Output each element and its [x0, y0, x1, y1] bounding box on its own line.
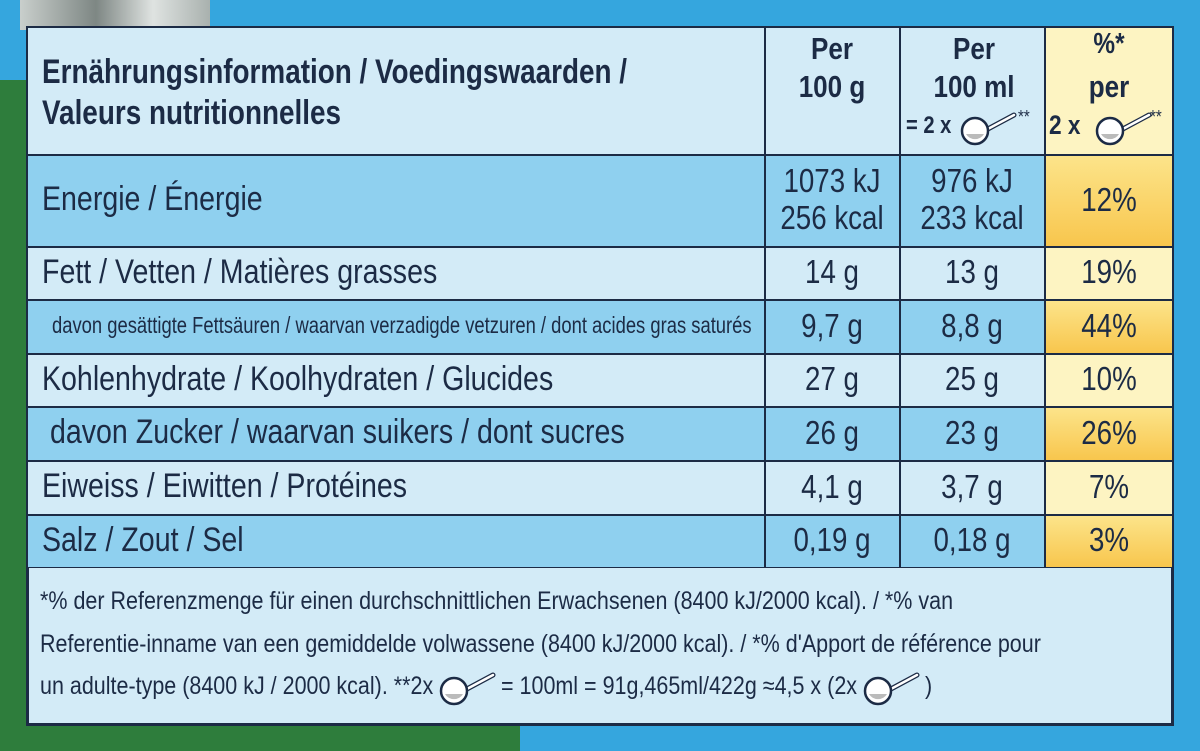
- value: 9,7 g: [801, 306, 863, 344]
- value: 976 kJ: [931, 162, 1013, 200]
- footnote-text: un adulte-type (8400 kJ / 2000 kcal). **…: [40, 672, 434, 701]
- background-photo: [20, 0, 210, 30]
- header-title: Valeurs nutritionnelles: [42, 94, 342, 133]
- table-cell: [765, 300, 900, 354]
- scoop-icon: [960, 112, 1017, 146]
- percent-value: 12%: [1081, 180, 1137, 218]
- table-cell: [27, 247, 765, 300]
- row-label: davon gesättigte Fettsäuren / waarvan ve…: [52, 312, 752, 339]
- table-cell: [27, 354, 765, 407]
- column-header: 2 x: [1049, 110, 1081, 141]
- row-label: Energie / Énergie: [42, 180, 263, 219]
- value: 4,1 g: [801, 467, 863, 505]
- table-cell: [765, 354, 900, 407]
- table-cell: [900, 515, 1045, 568]
- table-cell: [27, 461, 765, 515]
- column-header: 100 g: [798, 68, 866, 104]
- table-cell: [765, 461, 900, 515]
- value: 0,18 g: [933, 521, 1011, 559]
- value: 27 g: [805, 360, 859, 398]
- column-header: 100 ml: [933, 68, 1015, 104]
- table-cell: [27, 155, 765, 247]
- table-cell: [27, 27, 765, 155]
- footnote-text: = 100ml = 91g,465ml/422g ≈4,5 x (2x: [501, 672, 858, 701]
- table-cell: [1045, 155, 1173, 247]
- percent-value: 44%: [1081, 306, 1137, 344]
- column-header: %*: [1093, 28, 1125, 61]
- value: 256 kcal: [780, 199, 884, 237]
- row-label: davon Zucker / waarvan suikers / dont su…: [50, 413, 625, 452]
- column-header: = 2 x: [906, 111, 952, 139]
- table-cell: [27, 300, 765, 354]
- table-cell: [900, 407, 1045, 461]
- value: 0,19 g: [793, 521, 871, 559]
- value: 25 g: [945, 360, 999, 398]
- scoop-icon: [439, 672, 496, 706]
- table-cell: [1045, 354, 1173, 407]
- row-label: Fett / Vetten / Matières grasses: [42, 252, 438, 291]
- row-label: Eiweiss / Eiwitten / Protéines: [42, 467, 408, 506]
- percent-value: 7%: [1088, 467, 1130, 505]
- column-header: Per: [811, 30, 853, 66]
- percent-value: 3%: [1088, 521, 1130, 559]
- table-cell: [765, 247, 900, 300]
- row-label: Kohlenhydrate / Koolhydraten / Glucides: [42, 359, 554, 398]
- percent-value: 26%: [1081, 413, 1137, 451]
- table-cell: [765, 515, 900, 568]
- table-cell: [900, 300, 1045, 354]
- footnote-mark: **: [1018, 107, 1030, 128]
- footnote-text: ): [925, 672, 933, 701]
- value: 13 g: [945, 253, 999, 291]
- table-cell: [1045, 461, 1173, 515]
- value: 14 g: [805, 253, 859, 291]
- value: 3,7 g: [941, 467, 1003, 505]
- percent-value: 19%: [1081, 253, 1137, 291]
- scoop-icon: [863, 672, 920, 706]
- footnote-mark: **: [1150, 107, 1162, 128]
- footnote-text: Referentie-inname van een gemiddelde vol…: [40, 630, 1041, 659]
- header-title: Ernährungsinformation / Voedingswaarden …: [42, 53, 628, 92]
- row-label: Salz / Zout / Sel: [42, 520, 244, 559]
- percent-value: 10%: [1081, 360, 1137, 398]
- footnote-text: *% der Referenzmenge für einen durchschn…: [40, 587, 954, 616]
- column-header: Per: [953, 30, 995, 66]
- table-cell: [1045, 407, 1173, 461]
- table-cell: [900, 461, 1045, 515]
- value: 8,8 g: [941, 306, 1003, 344]
- table-cell: [900, 155, 1045, 247]
- value: 26 g: [805, 413, 859, 451]
- table-cell: [27, 407, 765, 461]
- value: 23 g: [945, 413, 999, 451]
- value: 1073 kJ: [783, 162, 881, 200]
- scoop-icon: [1095, 112, 1152, 146]
- table-cell: [1045, 247, 1173, 300]
- column-header: per: [1088, 68, 1130, 104]
- table-cell: [1045, 300, 1173, 354]
- table-cell: [1045, 515, 1173, 568]
- table-cell: [27, 515, 765, 568]
- value: 233 kcal: [920, 199, 1024, 237]
- table-cell: [765, 27, 900, 155]
- table-cell: [765, 407, 900, 461]
- table-cell: [765, 155, 900, 247]
- table-cell: [900, 354, 1045, 407]
- table-cell: [900, 247, 1045, 300]
